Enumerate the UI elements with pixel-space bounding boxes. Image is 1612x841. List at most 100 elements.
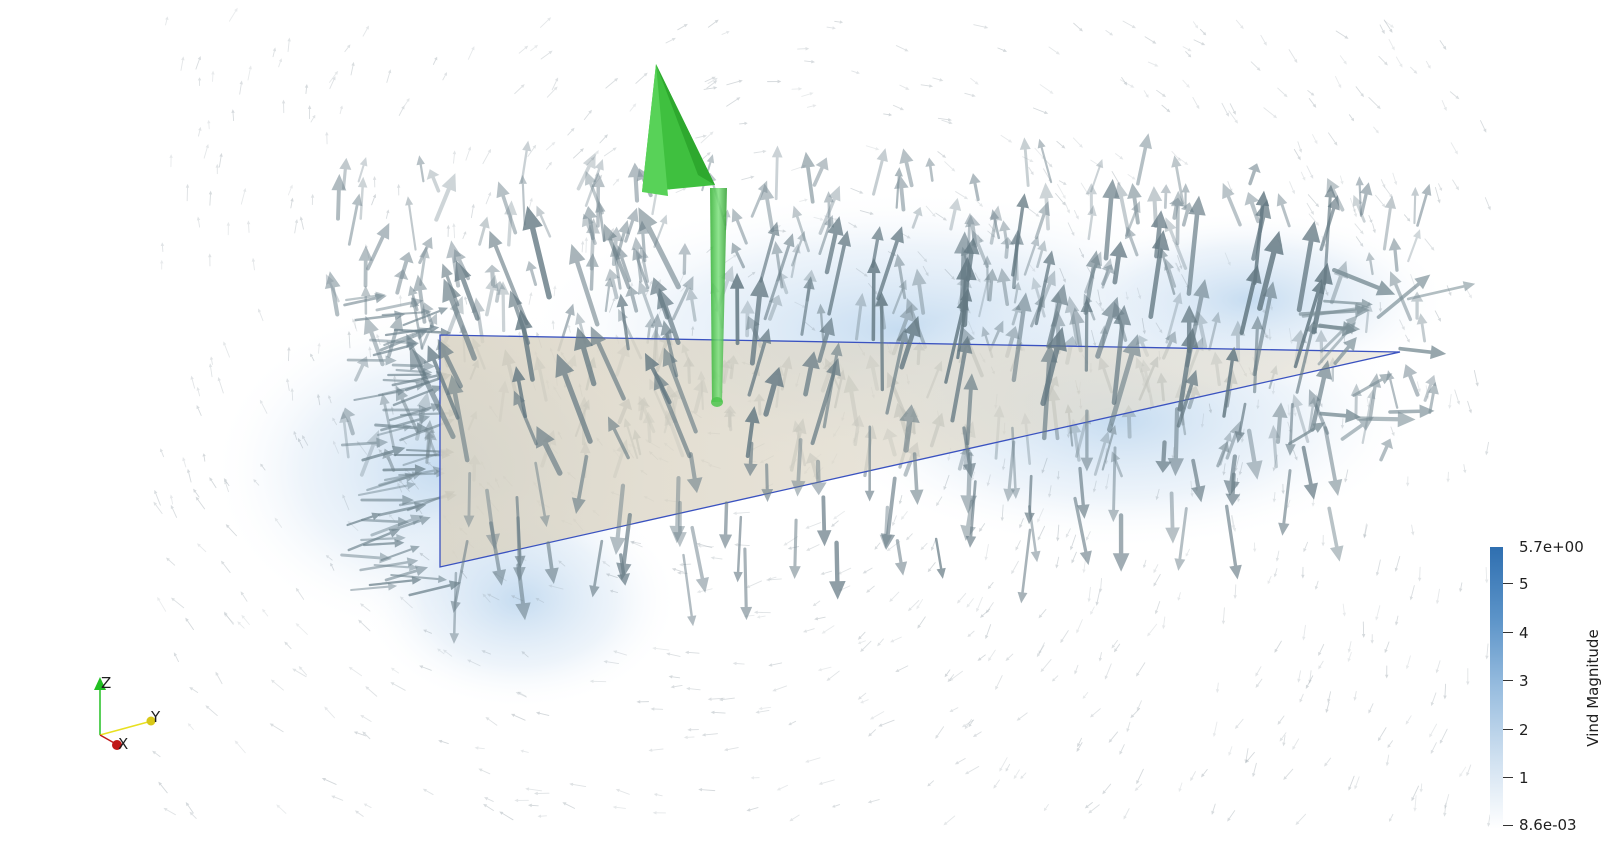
vector-glyph	[551, 320, 555, 330]
vector-glyph	[1155, 488, 1160, 501]
vector-glyph	[1073, 496, 1092, 566]
vector-glyph	[1177, 327, 1199, 412]
vector-glyph	[449, 571, 460, 644]
vector-glyph	[347, 331, 351, 349]
vector-glyph	[195, 55, 201, 70]
vector-glyph	[747, 328, 772, 397]
vector-glyph	[1016, 712, 1028, 721]
vector-glyph	[1028, 166, 1034, 176]
vector-glyph	[899, 315, 921, 370]
vector-glyph	[857, 692, 867, 700]
vector-glyph	[1032, 107, 1049, 114]
vector-glyph	[373, 563, 419, 572]
vector-glyph	[1438, 183, 1443, 192]
vector-glyph	[1101, 424, 1117, 471]
vector-glyph	[1110, 451, 1123, 478]
vector-glyph	[756, 615, 766, 619]
vector-glyph	[1239, 264, 1262, 335]
vector-glyph	[1355, 86, 1365, 98]
vector-glyph	[665, 37, 676, 44]
vector-glyph	[964, 765, 980, 775]
vector-glyph	[1102, 178, 1120, 261]
vector-glyph	[683, 735, 695, 740]
vector-glyph	[964, 718, 972, 730]
vector-glyph	[1155, 440, 1172, 473]
vector-glyph	[1153, 564, 1159, 574]
vector-glyph	[971, 471, 976, 481]
vector-glyph	[358, 619, 371, 632]
vector-glyph	[1073, 209, 1079, 220]
vector-glyph	[1473, 369, 1479, 387]
vector-glyph	[1056, 140, 1066, 149]
vector-glyph	[482, 148, 492, 165]
vector-glyph	[652, 811, 666, 815]
vector-glyph	[1034, 201, 1050, 240]
vector-glyph	[1323, 298, 1373, 309]
vector-glyph	[454, 260, 480, 321]
vector-glyph	[325, 555, 333, 561]
vector-glyph	[182, 456, 187, 468]
vector-glyph	[1297, 141, 1302, 153]
vector-glyph	[1484, 197, 1491, 211]
vector-glyph	[685, 287, 698, 322]
vector-glyph	[1060, 630, 1069, 644]
vector-glyph	[152, 750, 161, 758]
scalar-bar-tick-label: 3	[1519, 672, 1529, 690]
vector-glyph	[218, 152, 223, 168]
vector-glyph	[276, 804, 287, 814]
vector-glyph	[744, 406, 760, 458]
vector-glyph	[806, 104, 817, 108]
vector-glyph	[1121, 77, 1128, 86]
vector-glyph	[1178, 157, 1189, 166]
vector-glyph	[1141, 317, 1146, 335]
vector-glyph	[540, 50, 553, 60]
vector-glyph	[1057, 183, 1066, 200]
vector-glyph	[1193, 39, 1206, 46]
vector-glyph	[1287, 404, 1291, 417]
vector-glyph	[1091, 329, 1097, 347]
vector-glyph	[278, 58, 283, 68]
vector-glyph	[1224, 504, 1242, 580]
vector-glyph	[943, 474, 950, 491]
vector-glyph	[371, 193, 377, 206]
vector-glyph	[580, 240, 585, 253]
vector-glyph	[671, 276, 694, 321]
vector-glyph	[592, 150, 599, 161]
vector-glyph	[1446, 471, 1450, 483]
vector-glyph	[1363, 523, 1367, 538]
vector-glyph	[1288, 422, 1326, 446]
vector-glyph	[1379, 24, 1385, 35]
vector-glyph	[761, 463, 774, 503]
vector-glyph	[792, 205, 810, 253]
vector-glyph	[1185, 51, 1192, 58]
vector-glyph	[976, 596, 983, 613]
vector-glyph	[157, 596, 167, 612]
vector-glyph	[437, 648, 445, 655]
vector-glyph	[1037, 508, 1044, 523]
vector-glyph	[489, 521, 507, 586]
vector-glyph	[750, 776, 760, 780]
vector-glyph	[1429, 723, 1438, 738]
vector-glyph	[1372, 223, 1376, 234]
vector-glyph	[366, 222, 390, 271]
y-axis-line	[99, 721, 149, 736]
vector-glyph	[246, 220, 251, 233]
vector-glyph	[746, 580, 763, 588]
vector-glyph	[721, 30, 730, 35]
vector-glyph	[408, 285, 419, 312]
vector-glyph	[215, 671, 223, 685]
vector-glyph	[154, 489, 161, 506]
vector-glyph	[284, 641, 292, 650]
vector-glyph	[1199, 28, 1207, 36]
vector-glyph	[707, 77, 718, 85]
vector-glyph	[1355, 236, 1364, 248]
vector-glyph	[1384, 641, 1390, 654]
vector-glyph	[404, 97, 410, 107]
vector-glyph	[1370, 634, 1374, 644]
vector-glyph	[527, 803, 539, 808]
vector-glyph	[1148, 229, 1170, 319]
vector-glyph	[1101, 258, 1113, 289]
vector-glyph	[301, 434, 309, 446]
vector-glyph	[287, 184, 293, 196]
